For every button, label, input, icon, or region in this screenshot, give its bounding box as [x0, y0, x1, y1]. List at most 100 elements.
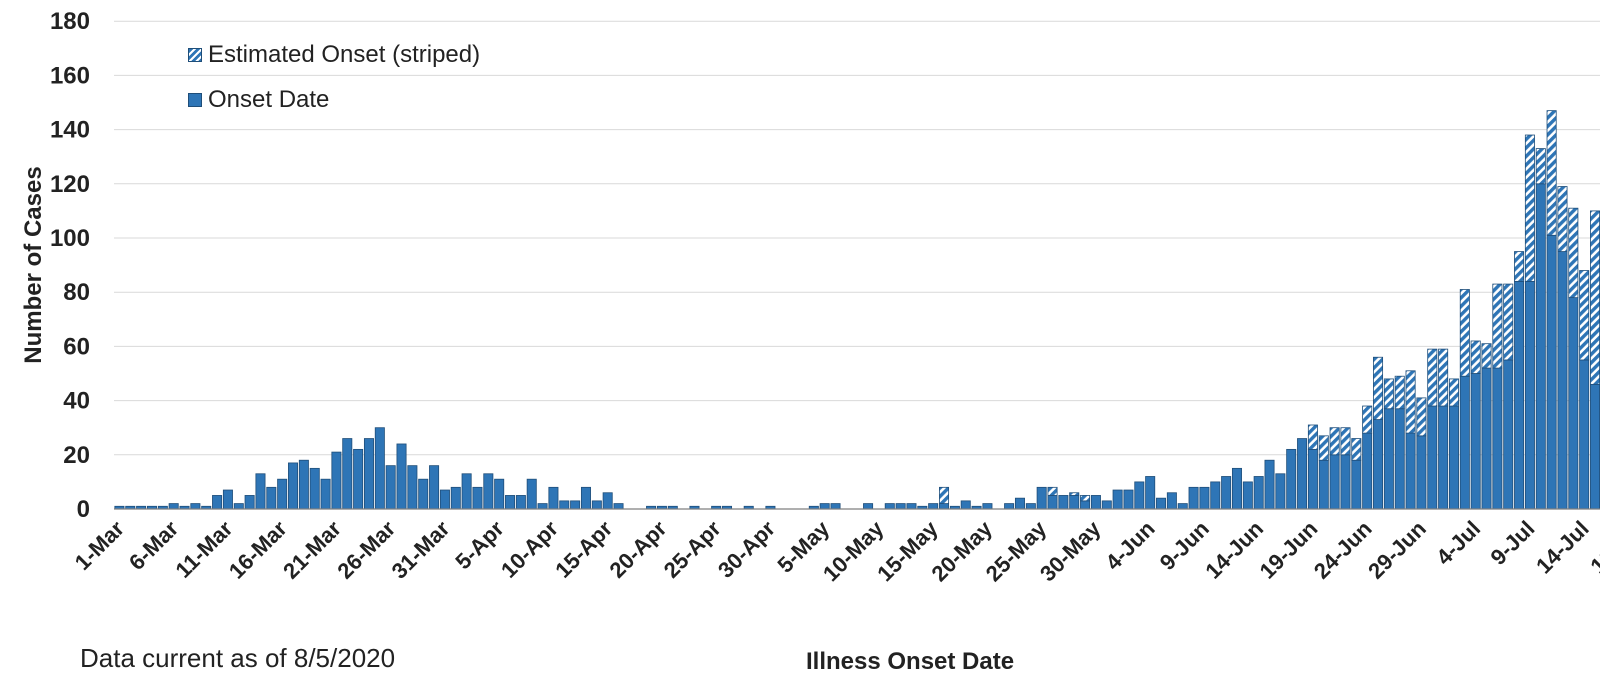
bar-onset	[1329, 454, 1340, 510]
legend: Estimated Onset (striped) Onset Date	[188, 40, 480, 130]
bar-onset	[1101, 500, 1112, 510]
striped-swatch-icon	[188, 48, 202, 62]
bar-onset	[1264, 459, 1275, 510]
legend-item-onset: Onset Date	[188, 85, 480, 115]
bar-series	[114, 110, 1600, 510]
bar-onset	[1307, 448, 1318, 510]
y-tick-label: 60	[63, 333, 90, 360]
bar-onset	[1090, 495, 1101, 510]
y-tick-label: 20	[63, 442, 90, 469]
bar-estimated	[1514, 251, 1525, 282]
bar-onset	[1253, 476, 1264, 510]
bar-estimated	[1481, 343, 1492, 369]
bar-estimated	[1080, 495, 1091, 502]
bar-onset	[960, 500, 971, 510]
bar-onset	[1275, 473, 1286, 510]
bar-onset	[1459, 375, 1470, 510]
bar-onset	[1340, 454, 1351, 510]
bar-onset	[1427, 405, 1438, 510]
bar-onset	[580, 486, 591, 510]
bar-onset	[928, 503, 939, 510]
bar-onset	[1568, 297, 1579, 510]
bar-onset	[537, 503, 548, 510]
bar-onset	[494, 478, 505, 510]
bar-onset	[1177, 503, 1188, 510]
bar-estimated	[1351, 438, 1362, 461]
bar-estimated	[1307, 424, 1318, 450]
bar-onset	[298, 459, 309, 510]
bar-onset	[418, 478, 429, 510]
bar-onset	[559, 500, 570, 510]
bar-estimated	[1362, 405, 1373, 434]
bar-onset	[1524, 280, 1535, 510]
bar-onset	[1156, 497, 1167, 510]
bar-onset	[266, 486, 277, 510]
x-tick-label: 30-Apr	[713, 516, 780, 583]
bar-onset	[1481, 367, 1492, 510]
bar-onset	[439, 489, 450, 510]
bar-onset	[1166, 492, 1177, 510]
bar-onset	[602, 492, 613, 510]
bar-estimated	[1503, 283, 1514, 361]
bar-onset	[1557, 251, 1568, 510]
bar-onset	[342, 438, 353, 510]
bar-onset	[1405, 432, 1416, 510]
bar-onset	[1286, 448, 1297, 510]
bar-onset	[1242, 481, 1253, 510]
bar-estimated	[1524, 134, 1535, 282]
bar-onset	[450, 486, 461, 510]
bar-onset	[483, 473, 494, 510]
x-tick-label: 31-Mar	[387, 516, 455, 584]
data-current-note: Data current as of 8/5/2020	[80, 643, 396, 673]
solid-swatch-icon	[188, 93, 202, 107]
bar-onset	[1134, 481, 1145, 510]
bar-onset	[1069, 495, 1080, 510]
bar-onset	[548, 486, 559, 510]
bar-onset	[407, 465, 418, 510]
x-tick-label: 15-Apr	[550, 516, 617, 583]
bar-onset	[884, 503, 895, 510]
x-tick-label: 30-May	[1035, 515, 1106, 586]
x-tick-labels: 1-Mar6-Mar11-Mar16-Mar21-Mar26-Mar31-Mar…	[70, 515, 1600, 586]
legend-label-onset: Onset Date	[208, 86, 330, 113]
bar-onset	[1297, 438, 1308, 510]
bar-onset	[1004, 503, 1015, 510]
bar-onset	[1145, 476, 1156, 510]
bar-onset	[613, 503, 624, 510]
bar-onset	[1492, 367, 1503, 510]
bar-onset	[1470, 373, 1481, 510]
y-tick-label: 80	[63, 279, 90, 306]
bar-estimated	[1047, 486, 1058, 496]
y-tick-label: 40	[63, 388, 90, 415]
bar-onset	[1514, 280, 1525, 510]
bar-onset	[472, 486, 483, 510]
bar-onset	[1199, 486, 1210, 510]
bar-onset	[461, 473, 472, 510]
bar-onset	[1036, 486, 1047, 510]
bar-onset	[1112, 489, 1123, 510]
x-tick-label: 16-Mar	[224, 516, 292, 584]
bar-estimated	[939, 486, 950, 504]
bar-onset	[1546, 234, 1557, 510]
x-tick-label: 26-Mar	[332, 516, 400, 584]
bar-onset	[570, 500, 581, 510]
bar-estimated	[1394, 375, 1405, 410]
x-tick-label: 19-Jul	[1585, 516, 1600, 579]
bar-onset	[982, 503, 993, 510]
bar-onset	[255, 473, 266, 510]
bar-estimated	[1492, 283, 1503, 369]
bar-onset	[1448, 405, 1459, 510]
bar-onset	[1351, 459, 1362, 510]
bar-onset	[1590, 383, 1600, 510]
bar-onset	[830, 503, 841, 510]
bar-onset	[505, 495, 516, 510]
bar-estimated	[1069, 492, 1080, 496]
bar-onset	[353, 448, 364, 510]
bar-onset	[277, 478, 288, 510]
x-tick-label: 20-Apr	[605, 516, 672, 583]
bar-onset	[1416, 435, 1427, 510]
bar-onset	[1318, 459, 1329, 510]
x-tick-label: 11-Mar	[170, 516, 237, 583]
bar-onset	[1362, 432, 1373, 510]
